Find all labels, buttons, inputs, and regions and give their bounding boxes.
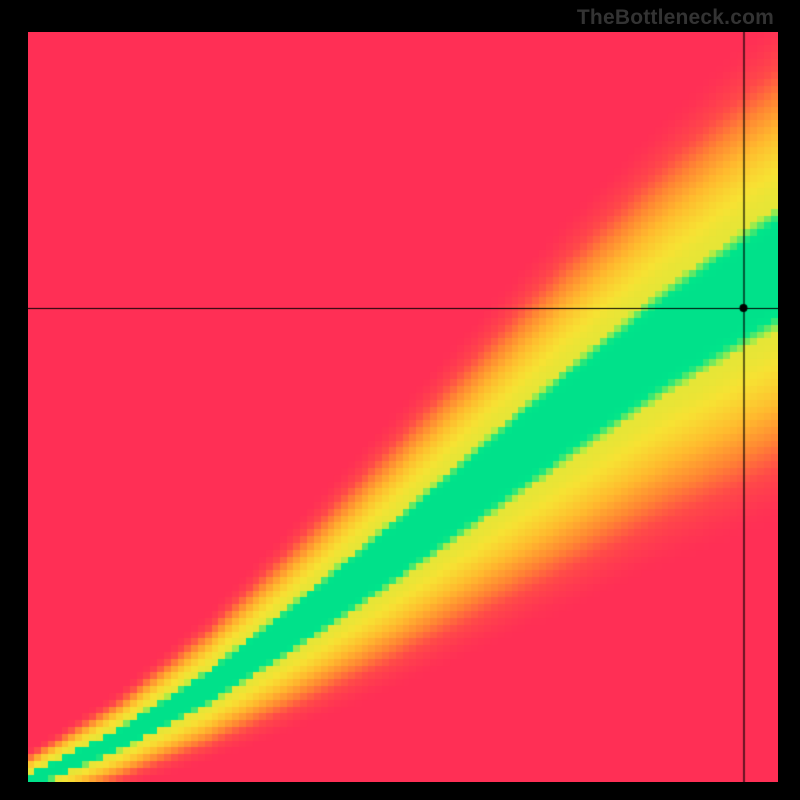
- watermark-text: TheBottleneck.com: [577, 6, 774, 30]
- chart-container: TheBottleneck.com: [0, 0, 800, 800]
- crosshair-overlay: [28, 32, 778, 782]
